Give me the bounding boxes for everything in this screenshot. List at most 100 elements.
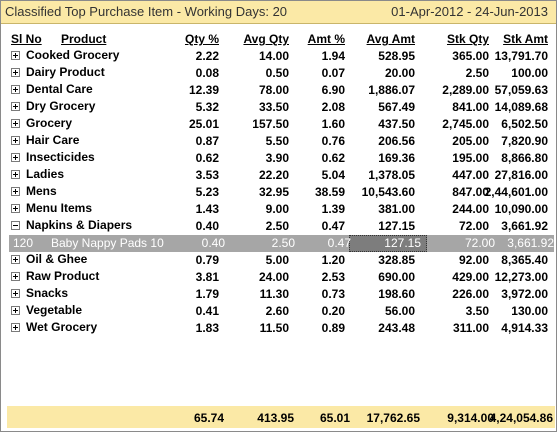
- collapse-icon[interactable]: [11, 221, 20, 230]
- row-product-name: Cooked Grocery: [26, 48, 120, 62]
- expand-icon[interactable]: [11, 255, 20, 264]
- header-amt-pct[interactable]: Amt %: [307, 32, 345, 46]
- row-amt-pct: 5.04: [321, 168, 345, 182]
- column-header: Sl No Product Qty % Avg Qty Amt % Avg Am…: [1, 31, 556, 47]
- row-qty-pct: 1.43: [195, 202, 219, 216]
- row-stk-amt: 12,273.00: [494, 270, 548, 284]
- expand-icon[interactable]: [11, 204, 20, 213]
- item-qty-pct: 0.40: [201, 236, 225, 250]
- header-sl-no[interactable]: Sl No: [11, 32, 42, 46]
- header-product[interactable]: Product: [61, 32, 107, 46]
- row-stk-qty: 195.00: [452, 151, 489, 165]
- expand-icon[interactable]: [11, 306, 20, 315]
- row-stk-amt: 3,972.00: [501, 287, 548, 301]
- expand-icon[interactable]: [11, 170, 20, 179]
- row-stk-qty: 92.00: [458, 253, 489, 267]
- focused-cell[interactable]: [349, 235, 427, 252]
- row-amt-pct: 38.59: [314, 185, 345, 199]
- total-stk-qty: 9,314.00: [447, 411, 494, 425]
- row-product-name: Hair Care: [26, 133, 80, 147]
- table-row[interactable]: Cooked Grocery 2.22 14.00 1.94 528.95 365.00 1…: [1, 48, 556, 65]
- row-stk-amt: 14,089.68: [494, 100, 548, 114]
- expand-icon[interactable]: [11, 187, 20, 196]
- row-stk-qty: 311.00: [452, 321, 489, 335]
- row-amt-pct: 1.60: [321, 117, 345, 131]
- row-qty-pct: 0.79: [195, 253, 219, 267]
- table-row[interactable]: Napkins & Diapers 0.40 2.50 0.47 127.15 72.00…: [1, 218, 556, 235]
- row-stk-amt: 8,866.80: [501, 151, 548, 165]
- row-qty-pct: 0.62: [195, 151, 219, 165]
- header-stk-amt[interactable]: Stk Amt: [503, 32, 548, 46]
- row-product-name: Raw Product: [26, 269, 100, 283]
- table-row[interactable]: Dairy Product 0.08 0.50 0.07 20.00 2.50 100.00: [1, 65, 556, 82]
- expand-icon[interactable]: [11, 51, 20, 60]
- table-row[interactable]: Insecticides 0.62 3.90 0.62 169.36 195.00 8,86…: [1, 150, 556, 167]
- row-product-name: Snacks: [26, 286, 69, 300]
- expand-icon[interactable]: [11, 289, 20, 298]
- expand-icon[interactable]: [11, 153, 20, 162]
- row-stk-qty: 244.00: [452, 202, 489, 216]
- row-avg-amt: 56.00: [384, 304, 415, 318]
- table-row[interactable]: Menu Items 1.43 9.00 1.39 381.00 244.00 10,090…: [1, 201, 556, 218]
- expand-icon[interactable]: [11, 85, 20, 94]
- row-avg-qty: 11.50: [259, 321, 289, 335]
- table-row[interactable]: Dental Care 12.39 78.00 6.90 1,886.07 2,289.0…: [1, 82, 556, 99]
- row-amt-pct: 0.62: [321, 151, 345, 165]
- row-avg-amt: 567.49: [378, 100, 415, 114]
- row-qty-pct: 1.83: [195, 321, 219, 335]
- expand-icon[interactable]: [11, 119, 20, 128]
- row-avg-amt: 328.85: [378, 253, 415, 267]
- row-qty-pct: 25.01: [188, 117, 219, 131]
- selected-item-row[interactable]: 120 Baby Nappy Pads 10 0.40 2.50 0.47 127.15 7…: [9, 235, 554, 252]
- item-amt-pct: 0.47: [327, 236, 351, 250]
- table-row[interactable]: Raw Product 3.81 24.00 2.53 690.00 429.00 12,2…: [1, 269, 556, 286]
- row-amt-pct: 0.07: [321, 66, 345, 80]
- expand-icon[interactable]: [11, 272, 20, 281]
- header-avg-amt[interactable]: Avg Amt: [366, 32, 415, 46]
- table-row[interactable]: Grocery 25.01 157.50 1.60 437.50 2,745.00 6,50…: [1, 116, 556, 133]
- row-stk-qty: 2.50: [465, 66, 489, 80]
- row-qty-pct: 5.32: [195, 100, 219, 114]
- row-amt-pct: 2.08: [321, 100, 345, 114]
- row-avg-amt: 381.00: [378, 202, 415, 216]
- row-qty-pct: 12.39: [188, 83, 219, 97]
- header-stk-qty[interactable]: Stk Qty: [446, 32, 489, 46]
- table-row[interactable]: Vegetable 0.41 2.60 0.20 56.00 3.50 130.00: [1, 303, 556, 320]
- row-stk-amt: 6,502.50: [501, 117, 548, 131]
- table-row[interactable]: Oil & Ghee 0.79 5.00 1.20 328.85 92.00 8,365.4…: [1, 252, 556, 269]
- header-qty-pct[interactable]: Qty %: [184, 32, 219, 46]
- row-stk-amt: 10,090.00: [494, 202, 548, 216]
- row-amt-pct: 1.20: [321, 253, 345, 267]
- row-product-name: Dental Care: [26, 82, 93, 96]
- row-qty-pct: 3.53: [195, 168, 219, 182]
- row-avg-qty: 32.95: [258, 185, 289, 199]
- expand-icon[interactable]: [11, 136, 20, 145]
- row-stk-amt: 4,914.33: [501, 321, 548, 335]
- category-list: Cooked Grocery 2.22 14.00 1.94 528.95 365.00 1…: [1, 48, 556, 337]
- row-avg-amt: 127.15: [378, 219, 415, 233]
- row-stk-amt: 2,44,601.00: [484, 185, 548, 199]
- row-amt-pct: 2.53: [321, 270, 345, 284]
- expand-icon[interactable]: [11, 102, 20, 111]
- row-avg-qty: 3.90: [265, 151, 289, 165]
- row-avg-amt: 20.00: [384, 66, 415, 80]
- table-row[interactable]: Dry Grocery 5.32 33.50 2.08 567.49 841.00 14,0…: [1, 99, 556, 116]
- table-row[interactable]: Ladies 3.53 22.20 5.04 1,378.05 447.00 27,816.…: [1, 167, 556, 184]
- row-avg-amt: 169.36: [378, 151, 415, 165]
- row-amt-pct: 6.90: [321, 83, 345, 97]
- item-sl-no: 120: [13, 236, 34, 250]
- header-avg-qty[interactable]: Avg Qty: [243, 32, 289, 46]
- item-avg-qty: 2.50: [271, 236, 295, 250]
- row-avg-qty: 2.50: [265, 219, 289, 233]
- row-qty-pct: 0.40: [195, 219, 219, 233]
- item-product-name: Baby Nappy Pads 10: [51, 236, 164, 250]
- row-avg-qty: 78.00: [258, 83, 289, 97]
- table-row[interactable]: Mens 5.23 32.95 38.59 10,543.60 847.00 2,44,60…: [1, 184, 556, 201]
- table-row[interactable]: Snacks 1.79 11.30 0.73 198.60 226.00 3,972.00: [1, 286, 556, 303]
- row-stk-amt: 100.00: [511, 66, 548, 80]
- expand-icon[interactable]: [11, 68, 20, 77]
- table-row[interactable]: Wet Grocery 1.83 11.50 0.89 243.48 311.00 4,91…: [1, 320, 556, 337]
- row-product-name: Dairy Product: [26, 65, 105, 79]
- expand-icon[interactable]: [11, 323, 20, 332]
- table-row[interactable]: Hair Care 0.87 5.50 0.76 206.56 205.00 7,820.9…: [1, 133, 556, 150]
